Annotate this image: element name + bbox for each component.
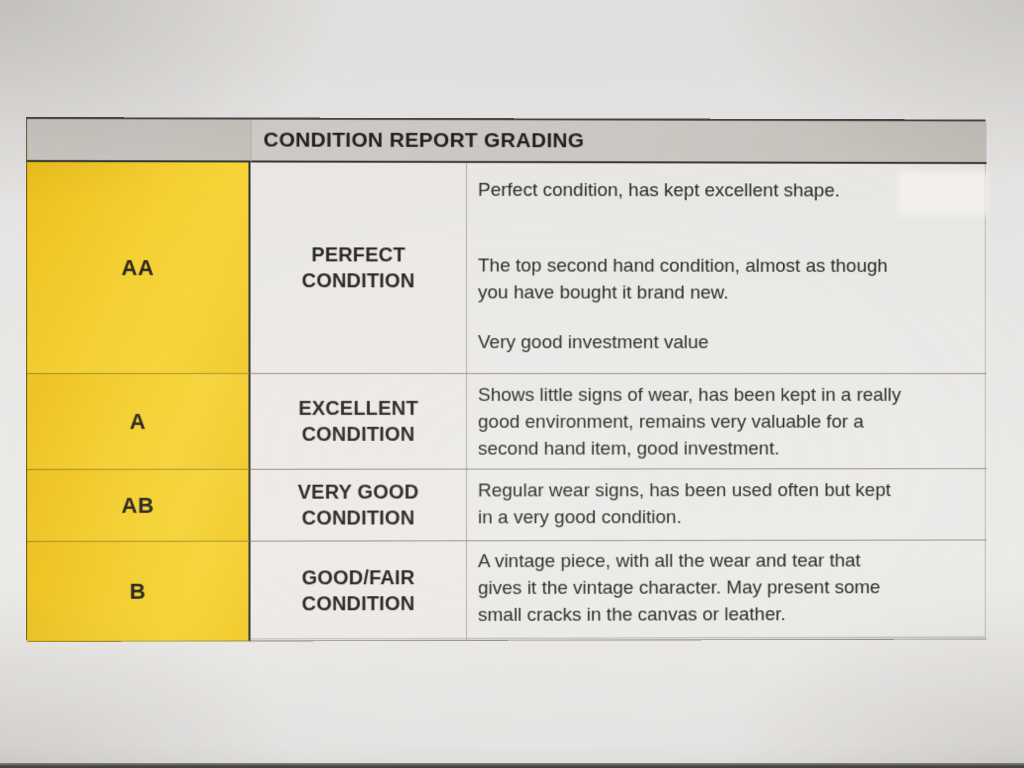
header-spacer-cell bbox=[26, 119, 251, 163]
description-paragraph: Regular wear signs, has been used often … bbox=[477, 480, 891, 529]
condition-label-aa: PERFECT CONDITION bbox=[250, 162, 468, 375]
description-paragraph: The top second hand condition, almost as… bbox=[477, 255, 888, 304]
header-title-cell: CONDITION REPORT GRADING bbox=[250, 119, 987, 165]
description-paragraph: A vintage piece, with all the wear and t… bbox=[477, 550, 881, 626]
description-cell-a: Shows little signs of wear, has been kep… bbox=[467, 374, 987, 470]
grade-cell-a: A bbox=[26, 374, 251, 470]
page-title: CONDITION REPORT GRADING bbox=[263, 128, 585, 152]
description-paragraph: Shows little signs of wear, has been kep… bbox=[477, 384, 902, 460]
photo-bottom-edge bbox=[0, 763, 1024, 768]
description-cell-b: A vintage piece, with all the wear and t… bbox=[467, 540, 987, 641]
condition-label-a: EXCELLENT CONDITION bbox=[250, 374, 468, 470]
condition-label-b: GOOD/FAIR CONDITION bbox=[250, 541, 468, 642]
condition-label-ab: VERY GOOD CONDITION bbox=[250, 469, 468, 542]
grading-table-grid: CONDITION REPORT GRADING AA PERFECT COND… bbox=[26, 117, 987, 642]
description-cell-ab: Regular wear signs, has been used often … bbox=[467, 469, 987, 542]
whiteout-patch bbox=[898, 172, 988, 216]
grade-cell-aa: AA bbox=[26, 162, 251, 375]
grade-cell-b: B bbox=[26, 541, 251, 642]
description-paragraph: Very good investment value bbox=[477, 332, 709, 354]
condition-report-table: CONDITION REPORT GRADING AA PERFECT COND… bbox=[26, 117, 987, 642]
grade-cell-ab: AB bbox=[26, 469, 251, 542]
